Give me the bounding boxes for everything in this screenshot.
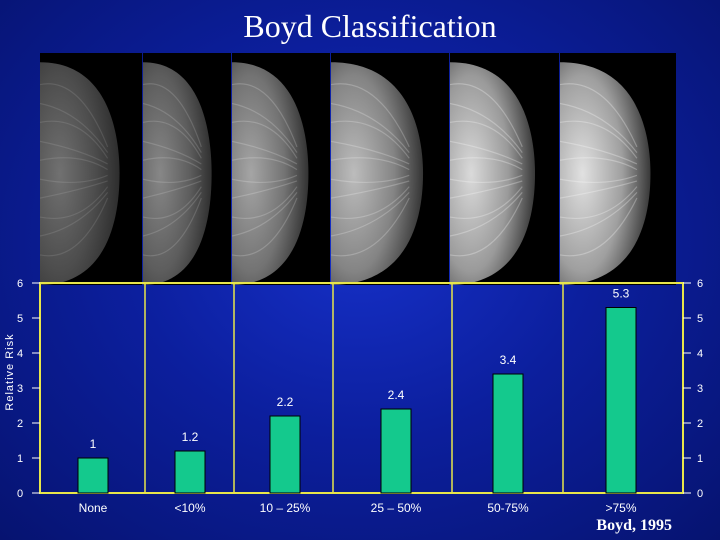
x-category-label: 10 – 25% — [260, 501, 311, 515]
x-category-label: <10% — [174, 501, 205, 515]
bar-value-label: 3.4 — [500, 353, 517, 367]
mammogram-panel — [143, 53, 231, 285]
bar-value-label: 1.2 — [182, 430, 199, 444]
right-y-tick-label: 1 — [697, 453, 703, 465]
y-tick-label: 3 — [17, 383, 23, 395]
bar-value-label: 1 — [90, 437, 97, 451]
right-y-tick-label: 3 — [697, 383, 703, 395]
bar — [174, 450, 206, 494]
y-tick-label: 1 — [17, 453, 23, 465]
citation: Boyd, 1995 — [596, 517, 672, 534]
right-y-tick-label: 4 — [697, 348, 703, 360]
mammogram-panel — [450, 53, 559, 285]
x-category-label: 50-75% — [487, 501, 529, 515]
bar — [605, 307, 637, 494]
x-category-label: None — [79, 501, 108, 515]
bar — [269, 415, 301, 494]
y-tick-label: 2 — [17, 418, 23, 430]
bar — [77, 457, 109, 494]
bar-value-label: 2.2 — [277, 395, 294, 409]
bar — [380, 408, 412, 494]
x-category-label: >75% — [605, 501, 636, 515]
mammogram-panel — [40, 53, 142, 285]
y-tick-label: 6 — [17, 278, 23, 290]
bar — [492, 373, 524, 494]
right-y-tick-label: 0 — [697, 488, 703, 500]
bar-value-label: 2.4 — [388, 388, 405, 402]
y-tick-label: 5 — [17, 313, 23, 325]
right-y-tick-label: 2 — [697, 418, 703, 430]
right-y-tick-label: 6 — [697, 278, 703, 290]
slide-title: Boyd Classification — [243, 8, 497, 44]
right-y-tick-label: 5 — [697, 313, 703, 325]
plot-frame — [39, 282, 684, 494]
mammogram-panel — [560, 53, 676, 285]
x-category-label: 25 – 50% — [371, 501, 422, 515]
y-tick-label: 0 — [17, 488, 23, 500]
bar-value-label: 5.3 — [613, 287, 630, 301]
y-tick-label: 4 — [17, 348, 23, 360]
mammogram-panel — [331, 53, 449, 285]
mammogram-panel — [232, 53, 330, 285]
